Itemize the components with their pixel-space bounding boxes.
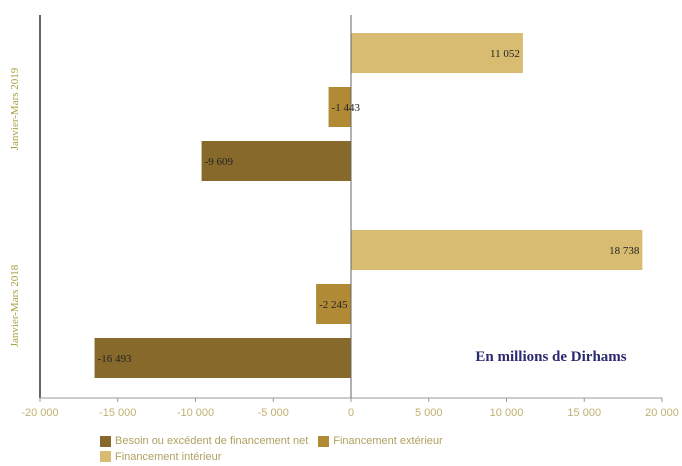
x-tick-label-8: 20 000 <box>645 407 679 419</box>
data-label-0-1: -1 443 <box>332 102 361 114</box>
legend: Besoin ou excédent de financement net Fin… <box>100 434 580 465</box>
category-label-0: Janvier-Mars 2019 <box>9 67 21 150</box>
data-label-1-0: -16 493 <box>98 353 132 365</box>
legend-swatch-2 <box>100 451 111 462</box>
category-label-1: Janvier-Mars 2018 <box>9 264 21 347</box>
data-label-0-0: -9 609 <box>205 156 234 168</box>
legend-swatch-0 <box>100 435 111 447</box>
bar-1-0 <box>94 338 352 378</box>
data-label-1-1: -2 245 <box>319 299 348 311</box>
legend-label-2: Financement intérieur <box>115 450 222 463</box>
data-label-0-2: 11 052 <box>490 48 520 60</box>
legend-label-0: Besoin ou excédent de financement net <box>115 435 309 447</box>
legend-swatch-1 <box>318 435 330 447</box>
bar-0-0 <box>201 141 351 181</box>
legend-item-0: Besoin ou excédent de financement net <box>100 434 308 448</box>
x-tick-label-6: 10 000 <box>490 407 524 419</box>
bar-1-2 <box>351 230 643 270</box>
axes-layer: -20 000 -15 000 -10 000 -5 000 0 5 000 10 000 1… <box>21 15 679 419</box>
x-tick-label-5: 5 000 <box>415 407 443 419</box>
x-tick-label-4: 0 <box>348 407 354 419</box>
legend-item-2: Financement intérieur <box>100 450 221 464</box>
legend-item-1: Financement extérieur <box>318 434 443 448</box>
bars-layer <box>94 33 643 378</box>
units-annotation: En millions de Dirhams <box>475 349 626 365</box>
bar-1-1 <box>316 284 351 324</box>
x-tick-label-3: -5 000 <box>258 407 289 419</box>
data-label-1-2: 18 738 <box>609 245 640 257</box>
x-tick-label-7: 15 000 <box>567 407 601 419</box>
bar-0-1 <box>328 87 351 127</box>
x-tick-label-2: -10 000 <box>177 407 214 419</box>
x-tick-label-1: -15 000 <box>99 407 136 419</box>
legend-label-1: Financement extérieur <box>333 435 443 447</box>
labels-layer: 11 052 -1 443 -9 609 Janvier-Mars 2019 18 73… <box>9 48 640 365</box>
x-tick-label-0: -20 000 <box>21 407 58 419</box>
bar-0-2 <box>351 33 523 73</box>
